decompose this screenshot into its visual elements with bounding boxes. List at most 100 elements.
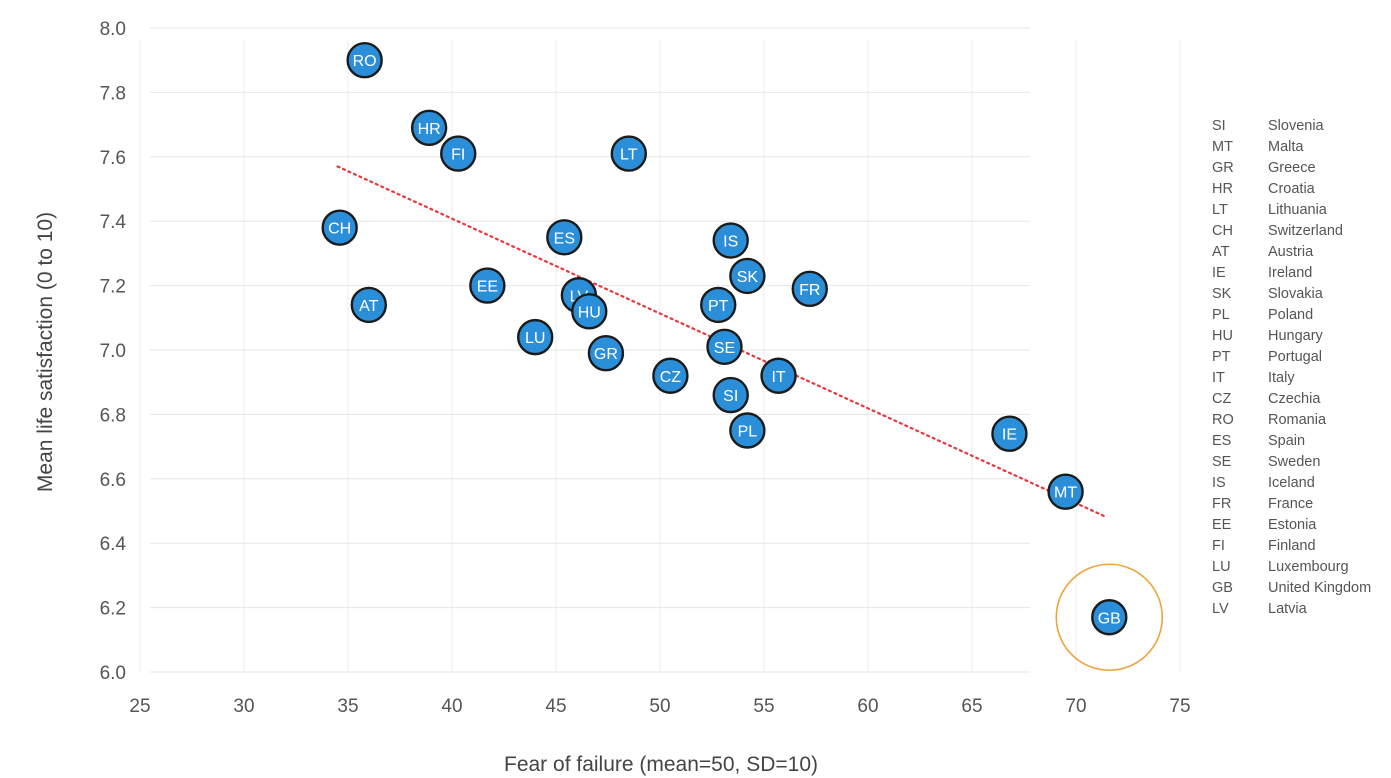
- x-tick-label: 40: [441, 696, 462, 717]
- legend-code: IT: [1212, 370, 1225, 386]
- legend-item: CZ Czechia: [1212, 389, 1371, 410]
- y-axis-title: Mean life satisfaction (0 to 10): [34, 212, 57, 492]
- legend-code: CH: [1212, 223, 1233, 239]
- data-point-marker: [706, 328, 743, 365]
- data-point-at: AT: [350, 286, 387, 324]
- data-point-sk: SK: [729, 257, 766, 295]
- legend-item: FI Finland: [1212, 536, 1371, 557]
- data-point-label: SI: [723, 388, 738, 405]
- data-point-it: IT: [760, 357, 797, 394]
- legend-country-name: Spain: [1268, 433, 1306, 449]
- legend-code: EE: [1212, 517, 1232, 533]
- data-point-label: SE: [714, 340, 735, 357]
- legend-country-name: Malta: [1268, 139, 1304, 155]
- legend-country-name: Estonia: [1268, 517, 1317, 533]
- data-point-gb: GB: [1091, 599, 1128, 636]
- data-point-marker: [321, 209, 358, 246]
- data-point-pl: PL: [729, 412, 766, 449]
- data-point-label: EE: [477, 279, 498, 296]
- legend-code: SE: [1212, 454, 1232, 470]
- data-point-marker: [571, 293, 608, 330]
- y-tick-label: 6.8: [100, 405, 126, 426]
- data-point-marker: [546, 219, 583, 256]
- legend-country-name: Czechia: [1268, 391, 1321, 407]
- data-point-label: CH: [328, 221, 351, 238]
- legend-country-name: Hungary: [1268, 328, 1323, 344]
- data-point-marker: [610, 135, 647, 172]
- data-point-fr: FR: [791, 270, 828, 308]
- legend-item: LT Lithuania: [1212, 200, 1371, 221]
- legend-country-name: France: [1268, 496, 1314, 512]
- x-tick-label: 60: [857, 696, 878, 717]
- data-point-se: SE: [706, 328, 743, 365]
- x-tick-label: 30: [233, 696, 254, 717]
- legend-code: LU: [1212, 559, 1231, 575]
- legend-item: CH Switzerland: [1212, 221, 1371, 242]
- legend-code: FI: [1212, 538, 1225, 554]
- legend-item: PT Portugal: [1212, 347, 1371, 368]
- data-point-hu: HU: [571, 293, 608, 330]
- x-tick-label: 45: [545, 696, 566, 717]
- data-point-pt: PT: [700, 286, 737, 324]
- data-point-label: ES: [554, 230, 575, 247]
- legend-country-name: Slovakia: [1268, 286, 1323, 302]
- legend-item: LU Luxembourg: [1212, 557, 1371, 578]
- legend-code: HU: [1212, 328, 1233, 344]
- legend-country-name: Greece: [1268, 160, 1316, 176]
- legend-code: MT: [1212, 139, 1233, 155]
- data-point-label: SK: [737, 269, 759, 286]
- data-point-lt: LT: [610, 135, 647, 172]
- data-point-es: ES: [546, 219, 583, 256]
- legend-country-name: Luxembourg: [1268, 559, 1349, 575]
- data-point-label: FR: [799, 282, 820, 299]
- data-point-ie: IE: [991, 415, 1028, 452]
- data-point-label: CZ: [660, 369, 682, 386]
- data-point-label: IS: [723, 234, 738, 251]
- data-point-si: SI: [712, 376, 749, 414]
- legend-code: PT: [1212, 349, 1231, 365]
- data-point-hr: HR: [410, 109, 448, 147]
- legend-code: LT: [1212, 202, 1228, 218]
- y-tick-label: 7.8: [100, 83, 126, 104]
- y-tick-label: 7.2: [100, 277, 126, 298]
- data-point-marker: [440, 135, 477, 172]
- data-point-marker: [729, 257, 766, 295]
- y-tick-label: 6.4: [100, 534, 127, 555]
- data-point-ro: RO: [346, 42, 383, 79]
- x-tick-label: 70: [1065, 696, 1086, 717]
- country-legend: SI Slovenia MT Malta GR Greece HR Croatia LT Lith…: [1212, 116, 1371, 620]
- data-point-marker: [991, 415, 1028, 452]
- data-point-label: GB: [1098, 610, 1121, 627]
- data-point-label: IE: [1002, 427, 1017, 444]
- legend-country-name: Iceland: [1268, 475, 1315, 491]
- data-point-cz: CZ: [652, 357, 689, 394]
- x-tick-label: 75: [1169, 696, 1190, 717]
- data-point-label: IT: [771, 369, 785, 386]
- legend-item: GR Greece: [1212, 158, 1371, 179]
- legend-item: GB United Kingdom: [1212, 578, 1371, 599]
- data-point-is: IS: [712, 222, 749, 259]
- legend-item: SE Sweden: [1212, 452, 1371, 473]
- data-point-label: HR: [418, 121, 441, 138]
- data-point-marker: [517, 318, 554, 356]
- data-point-marker: [410, 109, 448, 147]
- data-point-marker: [469, 267, 506, 304]
- legend-country-name: Romania: [1268, 412, 1327, 428]
- data-point-marker: [760, 357, 797, 394]
- legend-item: ES Spain: [1212, 431, 1371, 452]
- data-point-label: FI: [451, 147, 465, 164]
- legend-code: ES: [1212, 433, 1232, 449]
- legend-item: LV Latvia: [1212, 599, 1371, 620]
- data-point-label: PL: [738, 424, 758, 441]
- grid-lines: [139, 27, 1181, 673]
- legend-item: AT Austria: [1212, 242, 1371, 263]
- legend-code: PL: [1212, 307, 1230, 323]
- data-point-label: GR: [594, 346, 618, 363]
- data-point-mt: MT: [1047, 473, 1084, 510]
- legend-item: RO Romania: [1212, 410, 1371, 431]
- legend-item: SK Slovakia: [1212, 284, 1371, 305]
- data-point-marker: [712, 222, 749, 259]
- legend-country-name: United Kingdom: [1268, 580, 1372, 596]
- legend-code: FR: [1212, 496, 1232, 512]
